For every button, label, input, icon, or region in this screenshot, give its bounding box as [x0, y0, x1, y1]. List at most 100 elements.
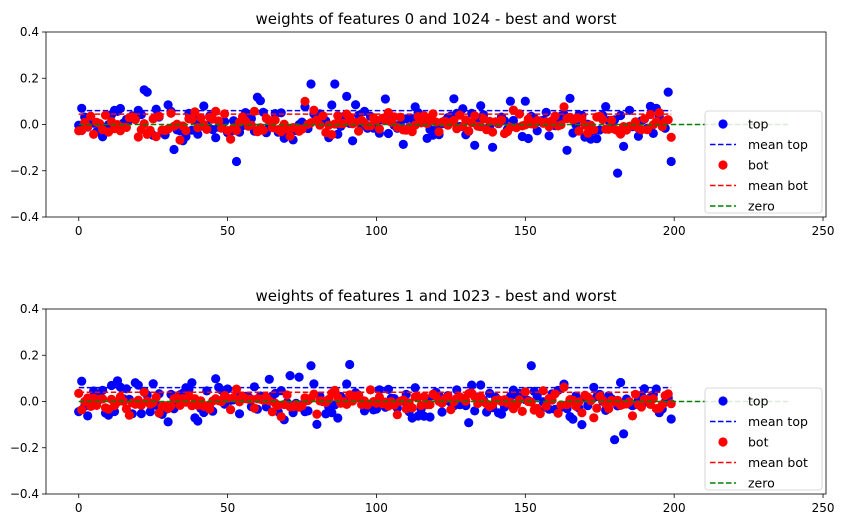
point-bot-107	[392, 410, 402, 420]
point-bot-156	[538, 386, 548, 396]
chart-panel-1: weights of features 1 and 1023 - best an…	[10, 287, 835, 515]
chart-title: weights of features 1 and 1023 - best an…	[255, 287, 616, 305]
legend-label: mean bot	[748, 455, 808, 470]
series-bot	[74, 382, 676, 423]
point-top-169	[577, 420, 587, 430]
point-bot-176	[598, 114, 608, 125]
point-bot-51	[226, 134, 236, 144]
x-tick-label: 200	[663, 224, 686, 238]
point-top-85	[327, 100, 337, 110]
point-top-40	[193, 416, 203, 426]
point-bot-36	[181, 125, 191, 136]
point-bot-185	[624, 397, 635, 407]
point-bot-196	[657, 400, 667, 410]
point-bot-173	[589, 125, 599, 135]
point-bot-186	[627, 411, 638, 421]
point-bot-87	[333, 111, 343, 121]
y-tick-label: 0.4	[20, 302, 39, 316]
point-bot-19	[130, 114, 140, 125]
point-top-32	[169, 144, 179, 155]
point-bot-65	[267, 407, 277, 417]
point-bot-160	[550, 111, 560, 121]
plot-area	[74, 79, 791, 178]
point-top-1	[77, 103, 87, 113]
point-bot-142	[496, 115, 507, 125]
legend: top mean top bot mean bot zero	[704, 387, 823, 491]
point-top-42	[199, 101, 209, 111]
point-bot-31	[166, 108, 176, 118]
point-bot-26	[151, 392, 161, 402]
point-top-93	[351, 100, 361, 110]
point-bot-160	[550, 389, 560, 399]
x-tick-label: 0	[75, 224, 83, 238]
point-bot-198	[663, 115, 673, 125]
point-bot-51	[226, 405, 236, 415]
point-top-104	[383, 128, 393, 139]
point-top-151	[523, 133, 533, 144]
point-top-90	[342, 91, 352, 101]
point-top-53	[231, 156, 242, 167]
legend-label: bot	[748, 158, 769, 173]
point-bot-89	[339, 118, 349, 128]
point-bot-68	[276, 412, 286, 422]
point-top-79	[309, 379, 319, 389]
point-top-30	[163, 417, 173, 427]
point-bot-161	[553, 408, 563, 418]
point-top-126	[449, 94, 459, 104]
point-top-64	[264, 374, 274, 384]
point-top-183	[619, 429, 629, 439]
point-top-46	[211, 374, 221, 384]
point-bot-131	[464, 126, 474, 136]
x-tick-label: 100	[365, 501, 388, 515]
point-bot-133	[470, 111, 480, 121]
point-top-199	[666, 156, 676, 167]
series-bot	[74, 96, 676, 145]
point-bot-150	[520, 387, 530, 397]
point-bot-17	[124, 410, 134, 420]
point-top-23	[142, 87, 152, 97]
legend-label: zero	[748, 199, 775, 214]
point-top-78	[306, 361, 316, 371]
point-top-85	[327, 408, 337, 418]
point-top-177	[601, 102, 611, 112]
point-bot-163	[559, 102, 569, 112]
point-bot-98	[365, 385, 376, 395]
point-bot-163	[559, 382, 569, 392]
point-top-118	[425, 412, 435, 422]
point-top-150	[520, 96, 530, 106]
point-top-158	[544, 131, 554, 141]
point-bot-173	[589, 413, 599, 423]
point-bot-27	[154, 111, 164, 121]
x-tick-label: 50	[220, 224, 235, 238]
point-bot-66	[270, 115, 280, 125]
point-bot-139	[488, 127, 498, 137]
point-bot-80	[312, 409, 322, 419]
point-bot-98	[365, 121, 376, 131]
point-bot-34	[175, 135, 185, 145]
y-tick-label: 0.4	[20, 25, 39, 39]
point-top-194	[651, 384, 661, 394]
point-top-131	[464, 418, 474, 428]
x-tick-label: 50	[220, 501, 235, 515]
point-top-185	[624, 105, 635, 115]
point-bot-85	[327, 130, 337, 140]
point-bot-82	[318, 111, 328, 121]
point-top-3	[83, 411, 93, 421]
point-bot-0	[74, 388, 84, 398]
point-top-109	[398, 139, 408, 149]
point-top-183	[619, 141, 629, 151]
plot-area	[74, 359, 791, 445]
point-top-87	[333, 413, 343, 423]
y-tick-label: −0.2	[10, 164, 39, 178]
point-top-38	[187, 378, 197, 388]
point-bot-199	[666, 399, 676, 409]
point-top-154	[532, 391, 542, 401]
y-tick-label: 0.0	[20, 118, 39, 132]
legend-box	[704, 110, 823, 214]
point-bot-43	[202, 124, 212, 134]
point-top-142	[496, 409, 507, 419]
point-bot-24	[145, 125, 155, 135]
point-bot-155	[535, 409, 545, 419]
point-bot-47	[214, 116, 224, 126]
x-tick-label: 200	[663, 501, 686, 515]
